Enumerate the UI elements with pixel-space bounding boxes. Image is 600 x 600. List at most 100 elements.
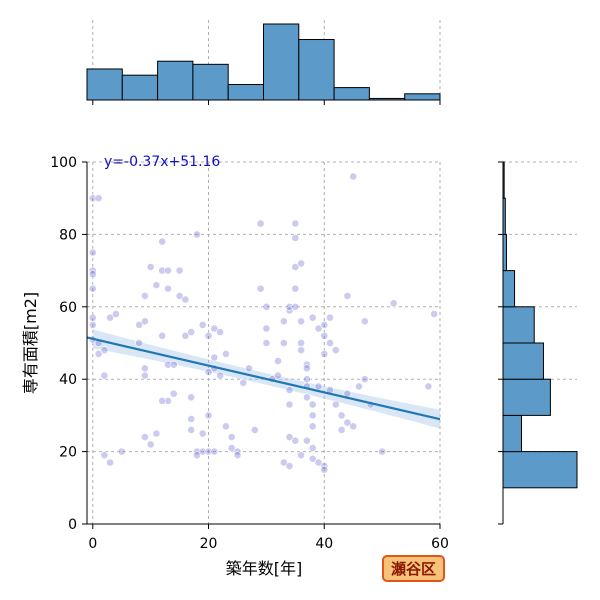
scatter-point: [198, 429, 207, 438]
scatter-point: [140, 317, 149, 326]
scatter-point: [314, 324, 323, 333]
scatter-point: [314, 382, 323, 391]
scatter-point: [198, 320, 207, 329]
scatter-point: [250, 425, 259, 434]
scatter-point: [245, 364, 253, 373]
x-tick-label: 0: [88, 536, 97, 552]
scatter-point: [389, 299, 398, 308]
scatter-point: [152, 281, 161, 289]
scatter-point: [360, 317, 369, 326]
scatter-point: [135, 320, 143, 329]
scatter-point: [302, 393, 311, 402]
top-histogram-bar: [192, 63, 229, 101]
scatter-point: [88, 284, 97, 293]
scatter-point: [158, 331, 167, 340]
scatter-points: [88, 172, 439, 474]
scatter-point: [221, 422, 230, 431]
scatter-point: [88, 194, 97, 203]
scatter-point: [297, 346, 305, 355]
scatter-point: [337, 411, 346, 420]
main-panel: 0 20 40 60 0 20 40 60 80 100 y=-0.37x+51.16 築年数[…: [21, 154, 449, 578]
top-histogram-bars: [86, 23, 441, 101]
scatter-point: [349, 172, 358, 181]
scatter-point: [308, 444, 317, 452]
scatter-point: [355, 382, 363, 391]
scatter-point: [146, 263, 155, 271]
scatter-point: [140, 364, 149, 373]
top-histogram-bar: [404, 93, 441, 101]
right-histogram-bar: [502, 306, 535, 344]
regression-line: [86, 336, 441, 421]
scatter-point: [326, 313, 334, 322]
scatter-point: [140, 433, 149, 441]
scatter-point: [308, 411, 317, 420]
scatter-point: [343, 418, 352, 427]
scatter-point: [100, 346, 109, 355]
right-histogram-bar: [502, 233, 507, 272]
scatter-point: [152, 429, 161, 438]
scatter-point: [204, 411, 213, 420]
right-histogram-bar: [502, 270, 516, 308]
x-ticks: 0 20 40 60: [88, 524, 449, 552]
scatter-point: [112, 310, 120, 318]
scatter-point: [204, 368, 213, 376]
scatter-point: [308, 400, 317, 409]
scatter-point: [320, 465, 329, 474]
scatter-point: [88, 320, 97, 329]
scatter-point: [291, 263, 300, 271]
scatter-point: [100, 371, 109, 380]
scatter-point: [175, 291, 184, 300]
ward-badge-box: [382, 555, 445, 582]
main-grid: [87, 161, 441, 524]
scatter-point: [169, 360, 178, 369]
y-tick-label: 60: [59, 300, 77, 316]
regression-equation: y=-0.37x+51.16: [104, 154, 220, 170]
scatter-point: [239, 378, 248, 387]
scatter-point: [216, 328, 224, 336]
scatter-point: [308, 313, 317, 322]
scatter-point: [349, 422, 358, 431]
scatter-point: [100, 451, 109, 460]
scatter-point: [187, 328, 196, 336]
top-histogram: [86, 20, 441, 105]
scatter-point: [233, 451, 242, 460]
y-tick-label: 100: [50, 155, 77, 171]
x-tick-label: 60: [431, 536, 449, 552]
scatter-point: [291, 219, 300, 228]
scatter-point: [291, 234, 300, 242]
scatter-point: [106, 313, 114, 322]
scatter-point: [187, 393, 196, 402]
scatter-point: [285, 400, 294, 409]
scatter-point: [164, 396, 172, 405]
ward-badge-label: 瀬谷区: [391, 560, 436, 578]
scatter-point: [279, 317, 288, 326]
scatter-point: [187, 425, 196, 434]
scatter-point: [204, 331, 213, 340]
scatter-point: [274, 371, 282, 380]
scatter-point: [158, 237, 167, 246]
scatter-point: [256, 219, 265, 228]
scatter-point: [279, 339, 288, 347]
scatter-point: [216, 371, 224, 380]
scatter-point: [227, 433, 236, 441]
scatter-point: [94, 194, 103, 203]
scatter-point: [297, 451, 305, 460]
right-histogram-bar: [502, 378, 551, 416]
scatter-point: [308, 422, 317, 431]
scatter-point: [164, 284, 172, 293]
scatter-point: [274, 357, 282, 365]
scatter-point: [302, 436, 311, 445]
top-histogram-ticks: [92, 100, 441, 105]
scatter-point: [291, 436, 300, 445]
scatter-point: [279, 458, 288, 467]
scatter-point: [326, 339, 334, 347]
x-tick-label: 20: [200, 536, 218, 552]
scatter-point: [169, 389, 178, 398]
scatter-point: [291, 284, 300, 293]
scatter-point: [88, 270, 97, 279]
scatter-point: [314, 458, 323, 467]
scatter-point: [210, 353, 219, 362]
scatter-point: [193, 451, 201, 460]
scatter-point: [302, 375, 311, 384]
scatter-point: [164, 360, 172, 369]
